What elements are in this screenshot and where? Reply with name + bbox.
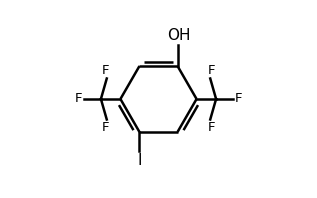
Text: F: F	[102, 121, 110, 134]
Text: OH: OH	[167, 28, 190, 43]
Text: F: F	[102, 64, 110, 77]
Text: I: I	[137, 153, 142, 168]
Text: F: F	[235, 92, 242, 106]
Text: F: F	[75, 92, 82, 106]
Text: F: F	[207, 121, 215, 134]
Text: F: F	[207, 64, 215, 77]
